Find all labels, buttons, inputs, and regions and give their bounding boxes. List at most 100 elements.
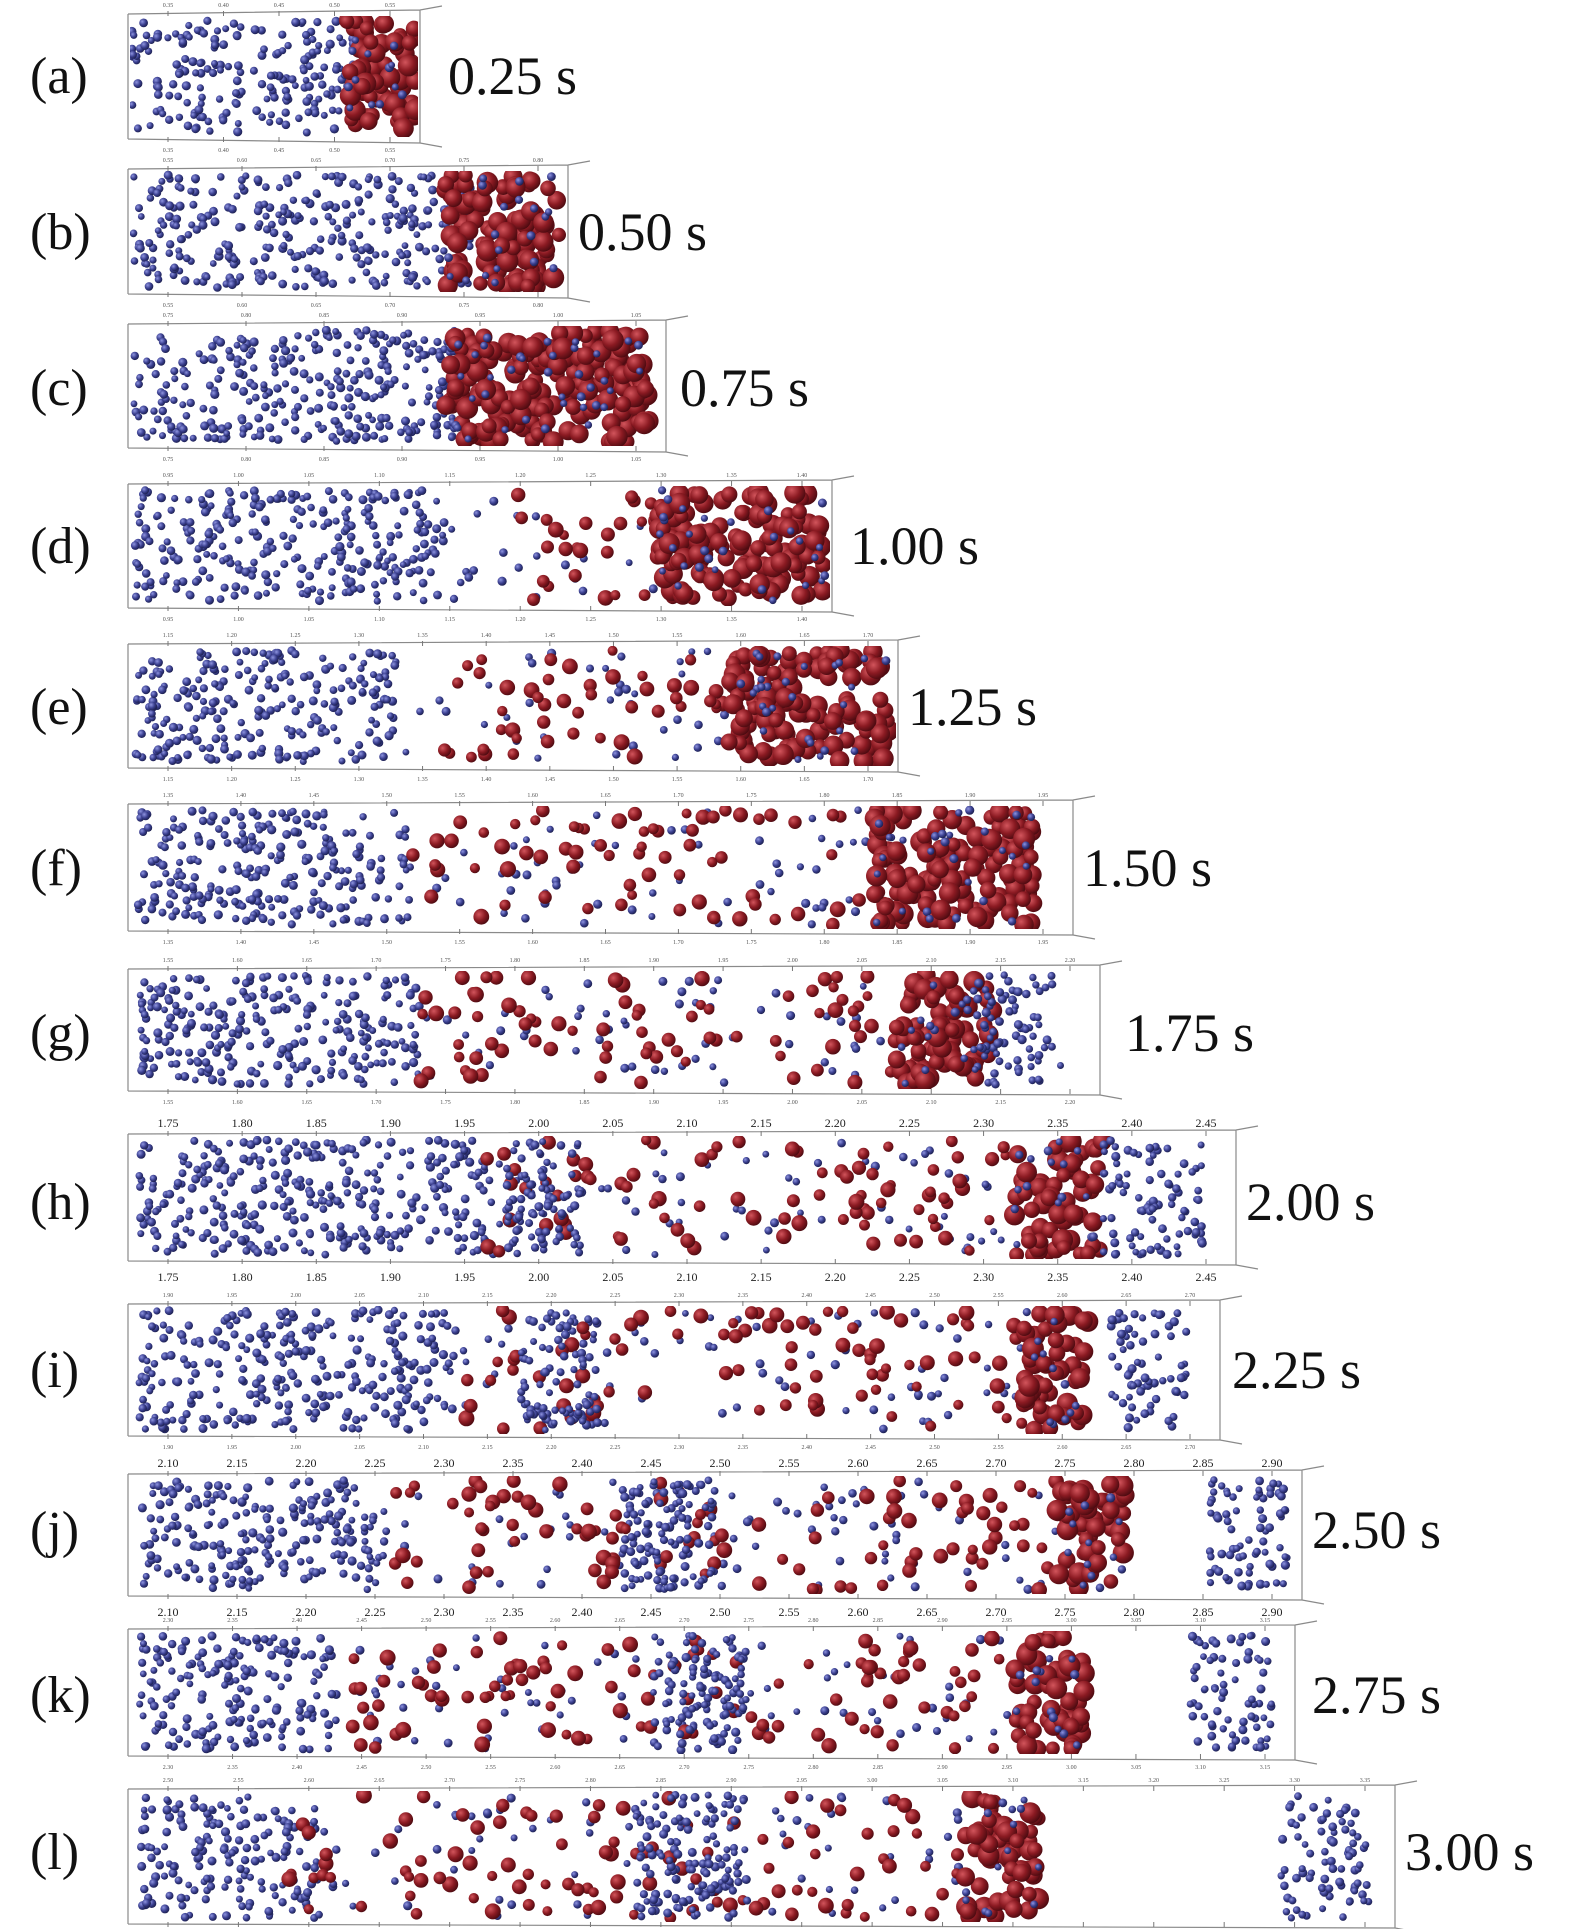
light-particle	[1054, 1199, 1062, 1207]
light-particle	[483, 333, 492, 343]
light-particle	[973, 994, 983, 1004]
light-particle	[243, 995, 252, 1003]
heavy-particle	[767, 665, 782, 680]
tick-label-top: 1.80	[232, 1116, 253, 1130]
light-particle	[773, 652, 782, 661]
light-particle	[241, 567, 251, 577]
light-particle	[386, 212, 394, 219]
heavy-particle	[474, 1068, 489, 1082]
light-particle	[238, 1011, 246, 1019]
tick-label-top: 1.05	[631, 313, 642, 319]
light-particle	[209, 423, 219, 433]
light-particle	[136, 428, 146, 437]
light-particle	[304, 586, 312, 595]
heavy-particle	[781, 646, 797, 662]
light-particle	[190, 1136, 199, 1145]
light-particle	[175, 252, 184, 261]
light-particle	[236, 1414, 244, 1423]
light-particle	[356, 875, 365, 885]
tick-label-bottom: 1.80	[819, 940, 830, 946]
light-particle	[244, 422, 253, 431]
light-particle	[388, 1058, 396, 1066]
light-particle	[441, 706, 451, 716]
light-particle	[165, 249, 174, 257]
light-particle	[179, 733, 187, 741]
light-particle	[390, 1306, 398, 1314]
light-particle	[190, 1360, 198, 1369]
heavy-particle	[497, 1147, 511, 1161]
light-particle	[236, 68, 245, 77]
light-particle	[767, 887, 775, 896]
light-particle	[953, 1334, 962, 1343]
tick-label-top: 1.75	[158, 1116, 179, 1130]
tick-label-bottom: 1.55	[454, 940, 465, 946]
tick-label-top: 1.90	[163, 1293, 174, 1299]
light-particle	[344, 1360, 353, 1369]
heavy-particle	[453, 1051, 465, 1063]
light-particle	[195, 891, 204, 900]
panel-label: (h)	[30, 1174, 91, 1231]
light-particle	[873, 870, 881, 878]
light-particle	[462, 276, 471, 285]
light-particle	[292, 815, 302, 825]
light-particle	[287, 248, 294, 256]
light-particle	[210, 1144, 218, 1153]
light-particle	[192, 975, 201, 984]
light-particle	[346, 577, 356, 587]
light-particle	[401, 382, 409, 390]
light-particle	[423, 520, 433, 529]
light-particle	[140, 41, 150, 50]
light-particle	[512, 1140, 520, 1148]
light-particle	[145, 595, 153, 603]
heavy-particle	[984, 1215, 995, 1226]
tick-label-bottom: 1.75	[440, 1100, 451, 1106]
light-particle	[538, 1184, 546, 1192]
light-particle	[927, 847, 935, 855]
light-particle	[926, 1021, 935, 1031]
light-particle	[154, 658, 163, 667]
light-particle	[229, 1229, 239, 1239]
light-particle	[168, 986, 176, 994]
light-particle	[269, 228, 279, 238]
light-particle	[357, 260, 366, 269]
light-particle	[416, 1335, 425, 1344]
light-particle	[262, 212, 270, 220]
light-particle	[139, 405, 149, 415]
light-particle	[364, 256, 373, 266]
light-particle	[378, 1372, 387, 1382]
heavy-particle	[938, 1230, 953, 1246]
light-particle	[238, 416, 247, 425]
heavy-particle	[1001, 1413, 1012, 1424]
light-particle	[257, 1200, 267, 1210]
light-particle	[536, 1149, 544, 1157]
light-particle	[771, 988, 781, 998]
light-particle	[205, 574, 214, 582]
tick-label-bottom: 0.40	[218, 148, 229, 154]
light-particle	[255, 502, 264, 512]
light-particle	[376, 674, 384, 683]
heavy-particle	[791, 504, 807, 520]
light-particle	[435, 696, 444, 705]
light-particle	[210, 389, 220, 399]
tick-label-bottom: 2.35	[1047, 1270, 1068, 1284]
light-particle	[660, 1067, 669, 1076]
light-particle	[148, 709, 156, 718]
heavy-particle	[1040, 1189, 1058, 1207]
light-particle	[239, 343, 249, 353]
light-particle	[311, 1308, 321, 1317]
light-particle	[1180, 1206, 1189, 1215]
heavy-particle	[826, 849, 838, 861]
light-particle	[236, 658, 244, 666]
light-particle	[631, 690, 639, 698]
light-particle	[187, 1377, 195, 1385]
heavy-particle	[816, 1167, 828, 1179]
light-particle	[235, 1016, 246, 1026]
light-particle	[365, 411, 373, 419]
light-particle	[1194, 1195, 1203, 1205]
light-particle	[333, 367, 342, 376]
light-particle	[469, 1230, 479, 1241]
light-particle	[418, 222, 427, 231]
light-particle	[366, 831, 374, 840]
light-particle	[226, 1139, 234, 1147]
tick-label-bottom: 1.90	[380, 1270, 401, 1284]
